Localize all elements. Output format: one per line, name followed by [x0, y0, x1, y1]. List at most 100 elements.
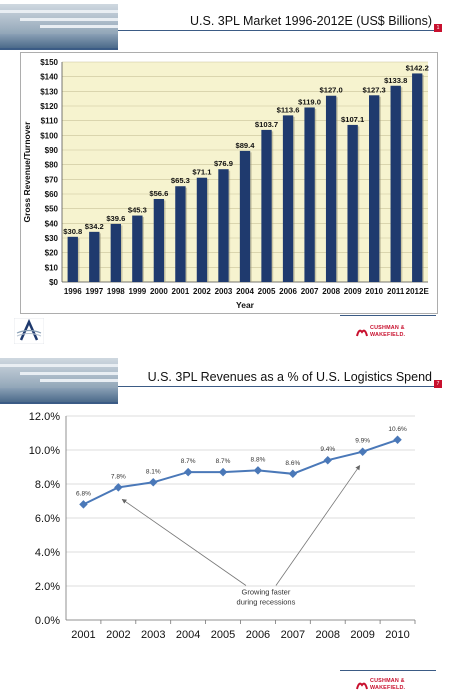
bar [89, 231, 100, 282]
x-tick-label: 2004 [236, 287, 254, 296]
bar [304, 107, 315, 282]
slide-3pl-revenue-share: U.S. 3PL Revenues as a % of U.S. Logisti… [0, 350, 460, 700]
bar [175, 186, 186, 282]
bar-value-label: $56.6 [149, 189, 168, 198]
y-tick-label: 4.0% [35, 547, 60, 559]
bar-value-label: $71.1 [192, 168, 212, 177]
x-tick-label: 1996 [64, 287, 82, 296]
bar-value-label: $133.8 [384, 76, 407, 85]
x-tick-label: 2003 [141, 629, 165, 641]
y-tick-label: 10.0% [29, 445, 60, 457]
y-tick-label: $150 [40, 58, 58, 67]
x-tick-label: 2011 [387, 287, 405, 296]
y-tick-label: $30 [45, 234, 59, 243]
x-tick-label: 2005 [258, 287, 276, 296]
y-tick-label: $70 [45, 175, 59, 184]
y-tick-label: $50 [45, 205, 59, 214]
data-point [323, 455, 332, 465]
data-point [393, 435, 402, 445]
x-tick-label: 2007 [281, 629, 305, 641]
bar [282, 115, 294, 283]
y-tick-label: $20 [45, 249, 59, 258]
data-label: 10.6% [388, 426, 407, 433]
line-chart: 0.0% 2.0% 4.0% 6.0% 8.0% 10.0% 12.0% 2001 2002 20… [29, 411, 416, 641]
page-number-badge: 1 [434, 24, 442, 32]
bar [261, 129, 272, 282]
bar [239, 150, 251, 282]
bar-value-label: $119.0 [298, 97, 321, 106]
bar-value-label: $127.0 [320, 86, 343, 95]
x-tick-label: 2008 [316, 629, 340, 641]
annotation-text: during recessions [237, 598, 296, 607]
bar [218, 169, 229, 282]
bar-value-label: $65.3 [171, 176, 190, 185]
x-tick-label: 1999 [128, 287, 146, 296]
warehouse-header-image [0, 358, 118, 404]
bar [369, 95, 380, 282]
bar-value-label: $127.3 [363, 85, 386, 94]
bar-value-label: $103.7 [255, 120, 278, 129]
x-tick-label: 2010 [385, 629, 409, 641]
annotation-text: Growing faster [242, 588, 291, 597]
y-tick-label: $90 [45, 146, 59, 155]
y-tick-label: $130 [40, 87, 58, 96]
bar [153, 198, 165, 282]
x-tick-label: 1997 [85, 287, 103, 296]
data-label: 9.4% [320, 446, 335, 453]
x-tick-label: 1998 [107, 287, 125, 296]
y-tick-label: $140 [40, 73, 58, 82]
y-tick-label: $60 [45, 190, 59, 199]
x-tick-label: 2003 [215, 287, 233, 296]
y-tick-label: $40 [45, 219, 59, 228]
bar-chart: $0 $10 $20 $30 $40 $50 $60 $70 $80 $90 $100 $110 $12… [20, 52, 438, 314]
y-tick-label: 6.0% [35, 513, 60, 525]
cushman-wakefield-logo: CUSHMAN & WAKEFIELD. [356, 678, 434, 692]
y-tick-label: 8.0% [35, 479, 60, 491]
bar [196, 177, 208, 282]
y-tick-label: 0.0% [35, 615, 60, 627]
bar-value-label: $76.9 [214, 159, 233, 168]
y-axis-title: Gross Revenue/Turnover [22, 121, 32, 223]
bar [347, 124, 358, 282]
warehouse-header-image [0, 4, 118, 50]
bar-value-label: $45.3 [128, 206, 147, 215]
footer-rule [340, 670, 436, 671]
cushman-wakefield-icon [356, 329, 368, 337]
y-tick-label: $80 [45, 161, 59, 170]
bar [390, 85, 401, 282]
y-tick-label: $120 [40, 102, 58, 111]
data-point [149, 478, 158, 487]
x-tick-label: 2007 [301, 287, 319, 296]
data-point [79, 500, 88, 509]
data-point [183, 467, 193, 477]
data-point [358, 447, 367, 456]
bar-value-label: $107.1 [341, 115, 365, 124]
bar [110, 223, 121, 282]
y-tick-label: $100 [40, 131, 58, 140]
data-point [253, 466, 263, 475]
x-tick-label: 2010 [365, 287, 383, 296]
bar [412, 73, 423, 282]
logo-text: CUSHMAN & WAKEFIELD. [370, 325, 406, 338]
slide-3pl-market: U.S. 3PL Market 1996-2012E (US$ Billions… [0, 4, 442, 345]
x-tick-label: 2005 [211, 629, 235, 641]
bar [132, 215, 143, 282]
data-label: 6.8% [76, 490, 91, 497]
annotation-arrow [121, 498, 247, 586]
x-tick-label: 2002 [193, 287, 211, 296]
y-tick-label: 12.0% [29, 411, 60, 423]
annotation-arrow [275, 465, 361, 586]
series-line [83, 438, 398, 506]
cushman-wakefield-logo: CUSHMAN & WAKEFIELD. [356, 325, 434, 339]
x-tick-label: 2002 [106, 629, 130, 641]
x-tick-label: 2012E [406, 287, 430, 296]
data-point [288, 469, 298, 479]
data-label: 7.8% [111, 473, 126, 480]
footer-rule [340, 315, 436, 316]
x-tick-label: 2006 [279, 287, 297, 296]
x-tick-label: 2001 [172, 287, 190, 296]
a-logo-icon [13, 317, 45, 345]
data-label: 9.9% [355, 438, 370, 445]
bar [67, 236, 78, 282]
data-point [114, 483, 123, 492]
